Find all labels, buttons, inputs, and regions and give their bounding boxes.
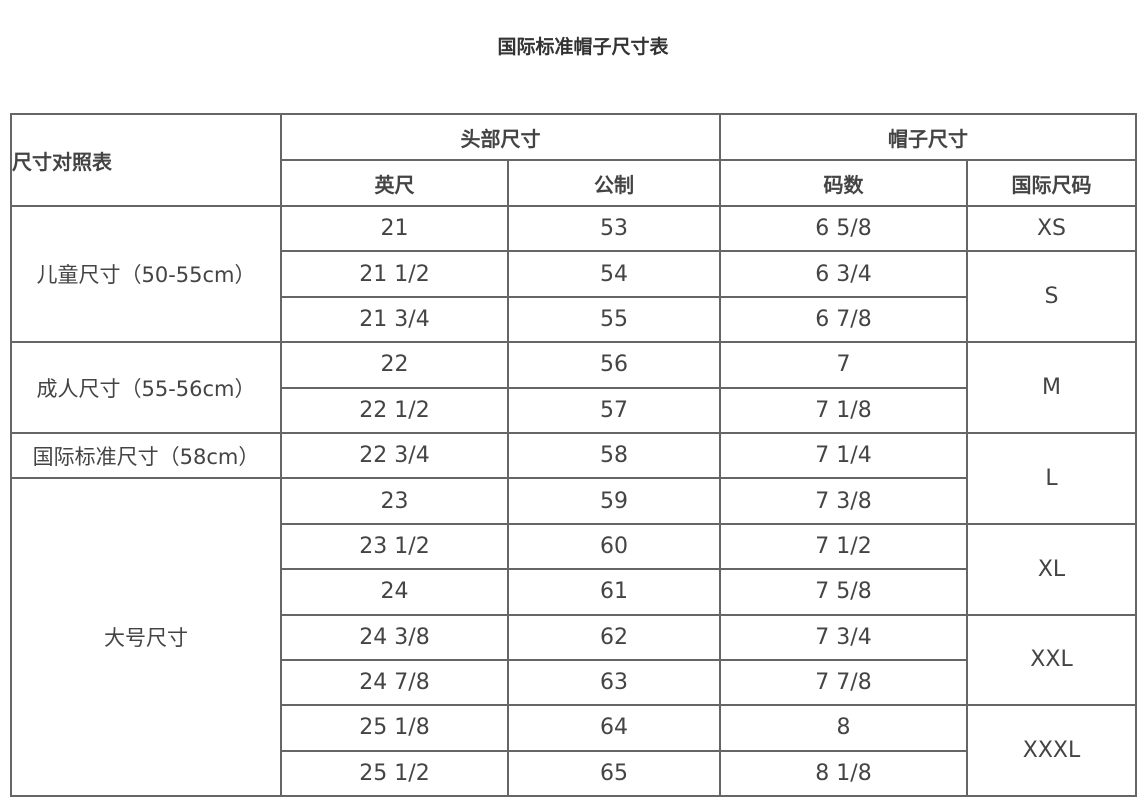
inch-cell: 25 1/8 <box>280 704 509 752</box>
table-row: 国际标准尺寸（58cm） 22 3/4 58 7 1/4 L <box>10 431 1137 525</box>
hat-number-cell: 7 1/2 <box>719 522 968 571</box>
inch-cell: 23 1/2 <box>280 522 509 571</box>
hat-number-cell: 6 5/8 <box>719 204 968 253</box>
inch-cell: 24 <box>280 568 509 616</box>
hat-number-cell: 7 7/8 <box>719 658 968 707</box>
table-row: 25 1/2 65 8 1/8 <box>11 749 1136 798</box>
hat-number-cell: 6 3/4 <box>719 250 968 298</box>
table-row: 儿童尺寸（50-55cm） 21 53 6 5/8 XS <box>10 204 1137 344</box>
hat-number-cell: 7 3/4 <box>719 613 968 661</box>
hat-number-cell: 7 <box>719 341 968 389</box>
table-row: 成人尺寸（55-56cm） 22 56 7 M <box>10 341 1137 434</box>
metric-cell: 57 <box>507 386 721 434</box>
table-row: 25 1/8 64 8 XXXL <box>11 704 1137 798</box>
table-row: 大号尺寸 23 59 7 3/8 <box>10 477 1136 798</box>
intl-size-header: 国际尺码 <box>966 159 1137 207</box>
inch-cell: 22 <box>280 341 509 389</box>
hat-number-cell: 8 <box>719 704 968 752</box>
hat-number-cell: 7 1/4 <box>719 431 968 480</box>
metric-cell: 62 <box>507 613 721 661</box>
inch-cell: 23 <box>280 477 509 525</box>
metric-cell: 63 <box>507 658 721 707</box>
page-title: 国际标准帽子尺寸表 <box>497 36 669 58</box>
inch-cell: 21 3/4 <box>280 295 509 344</box>
hat-number-cell: 8 1/8 <box>719 749 968 798</box>
table-row: 24 3/8 62 7 3/4 XXL <box>11 613 1137 707</box>
table-row: 22 1/2 57 7 1/8 <box>11 386 1136 434</box>
inch-cell: 25 1/2 <box>280 749 509 798</box>
corner-header: 尺寸对照表 <box>10 113 282 207</box>
category-cell: 国际标准尺寸（58cm） <box>10 431 282 480</box>
hat-size-header: 帽子尺寸 <box>719 113 1137 161</box>
inch-cell: 21 <box>280 204 509 253</box>
inch-cell: 21 1/2 <box>280 250 509 298</box>
intl-size-cell: S <box>966 250 1137 344</box>
inch-cell: 24 7/8 <box>280 658 509 707</box>
metric-cell: 59 <box>507 477 721 525</box>
intl-size-cell: XXL <box>966 613 1137 707</box>
metric-cell: 61 <box>507 568 721 616</box>
head-size-header: 头部尺寸 <box>280 113 721 161</box>
category-cell: 成人尺寸（55-56cm） <box>10 341 282 434</box>
metric-cell: 60 <box>507 522 721 571</box>
hat-number-cell: 6 7/8 <box>719 295 968 344</box>
table-row: 24 61 7 5/8 <box>11 568 1136 616</box>
inch-cell: 22 1/2 <box>280 386 509 434</box>
intl-size-cell: XL <box>966 522 1137 616</box>
metric-header: 公制 <box>507 159 721 207</box>
hat-number-header: 码数 <box>719 159 968 207</box>
metric-cell: 53 <box>507 204 721 253</box>
table-row: 23 1/2 60 7 1/2 XL <box>11 522 1137 616</box>
intl-size-cell: XXXL <box>966 704 1137 798</box>
hat-number-cell: 7 3/8 <box>719 477 968 525</box>
table-row: 21 3/4 55 6 7/8 <box>11 295 1136 344</box>
hat-number-cell: 7 1/8 <box>719 386 968 434</box>
inch-cell: 22 3/4 <box>280 431 509 480</box>
table-row: 24 7/8 63 7 7/8 <box>11 658 1136 707</box>
intl-size-cell: XS <box>966 204 1137 253</box>
metric-cell: 65 <box>507 749 721 798</box>
category-cell: 儿童尺寸（50-55cm） <box>10 204 282 344</box>
inch-cell: 24 3/8 <box>280 613 509 661</box>
metric-cell: 54 <box>507 250 721 298</box>
table-row: 21 1/2 54 6 3/4 S <box>11 250 1137 344</box>
metric-cell: 55 <box>507 295 721 344</box>
metric-cell: 56 <box>507 341 721 389</box>
metric-cell: 64 <box>507 704 721 752</box>
hat-size-table: 尺寸对照表 头部尺寸 帽子尺寸 英尺 公制 码数 国际尺码 儿童尺寸（50-55… <box>10 113 1137 798</box>
intl-size-cell: L <box>966 431 1137 525</box>
category-cell: 大号尺寸 <box>10 477 282 798</box>
inch-header: 英尺 <box>280 159 509 207</box>
hat-number-cell: 7 5/8 <box>719 568 968 616</box>
intl-size-cell: M <box>966 341 1137 434</box>
metric-cell: 58 <box>507 431 721 480</box>
